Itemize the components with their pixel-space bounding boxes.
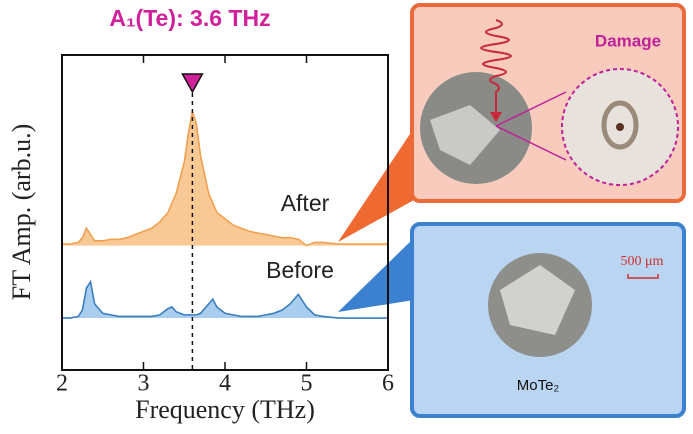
plot-frame xyxy=(62,55,388,370)
marker-triangle xyxy=(182,74,202,92)
scale-label: 500 μm xyxy=(621,254,664,269)
series-label: After xyxy=(281,190,330,216)
connector-after xyxy=(338,128,414,242)
chart-title: A₁(Te): 3.6 THz xyxy=(109,5,270,31)
series-area xyxy=(62,112,388,246)
connector-before xyxy=(338,238,414,312)
x-tick-label: 2 xyxy=(56,371,68,397)
damage-core xyxy=(616,123,624,131)
x-tick-label: 3 xyxy=(138,371,150,397)
x-axis-label: Frequency (THz) xyxy=(135,395,315,424)
series-label: Before xyxy=(266,257,334,283)
series-line xyxy=(62,282,388,318)
material-label: MoTe₂ xyxy=(517,377,560,394)
figure: Damage MoTe₂ 500 μm A₁(Te): 3.6 THz Freq… xyxy=(0,0,693,434)
x-tick-label: 4 xyxy=(219,371,231,397)
y-axis-label: FT Amp. (arb.u.) xyxy=(7,124,36,300)
plot: 2 3 4 5 6 After Before xyxy=(56,55,394,397)
damage-label: Damage xyxy=(595,31,661,50)
x-tick-label: 5 xyxy=(301,371,313,397)
x-tick-label: 6 xyxy=(382,371,394,397)
